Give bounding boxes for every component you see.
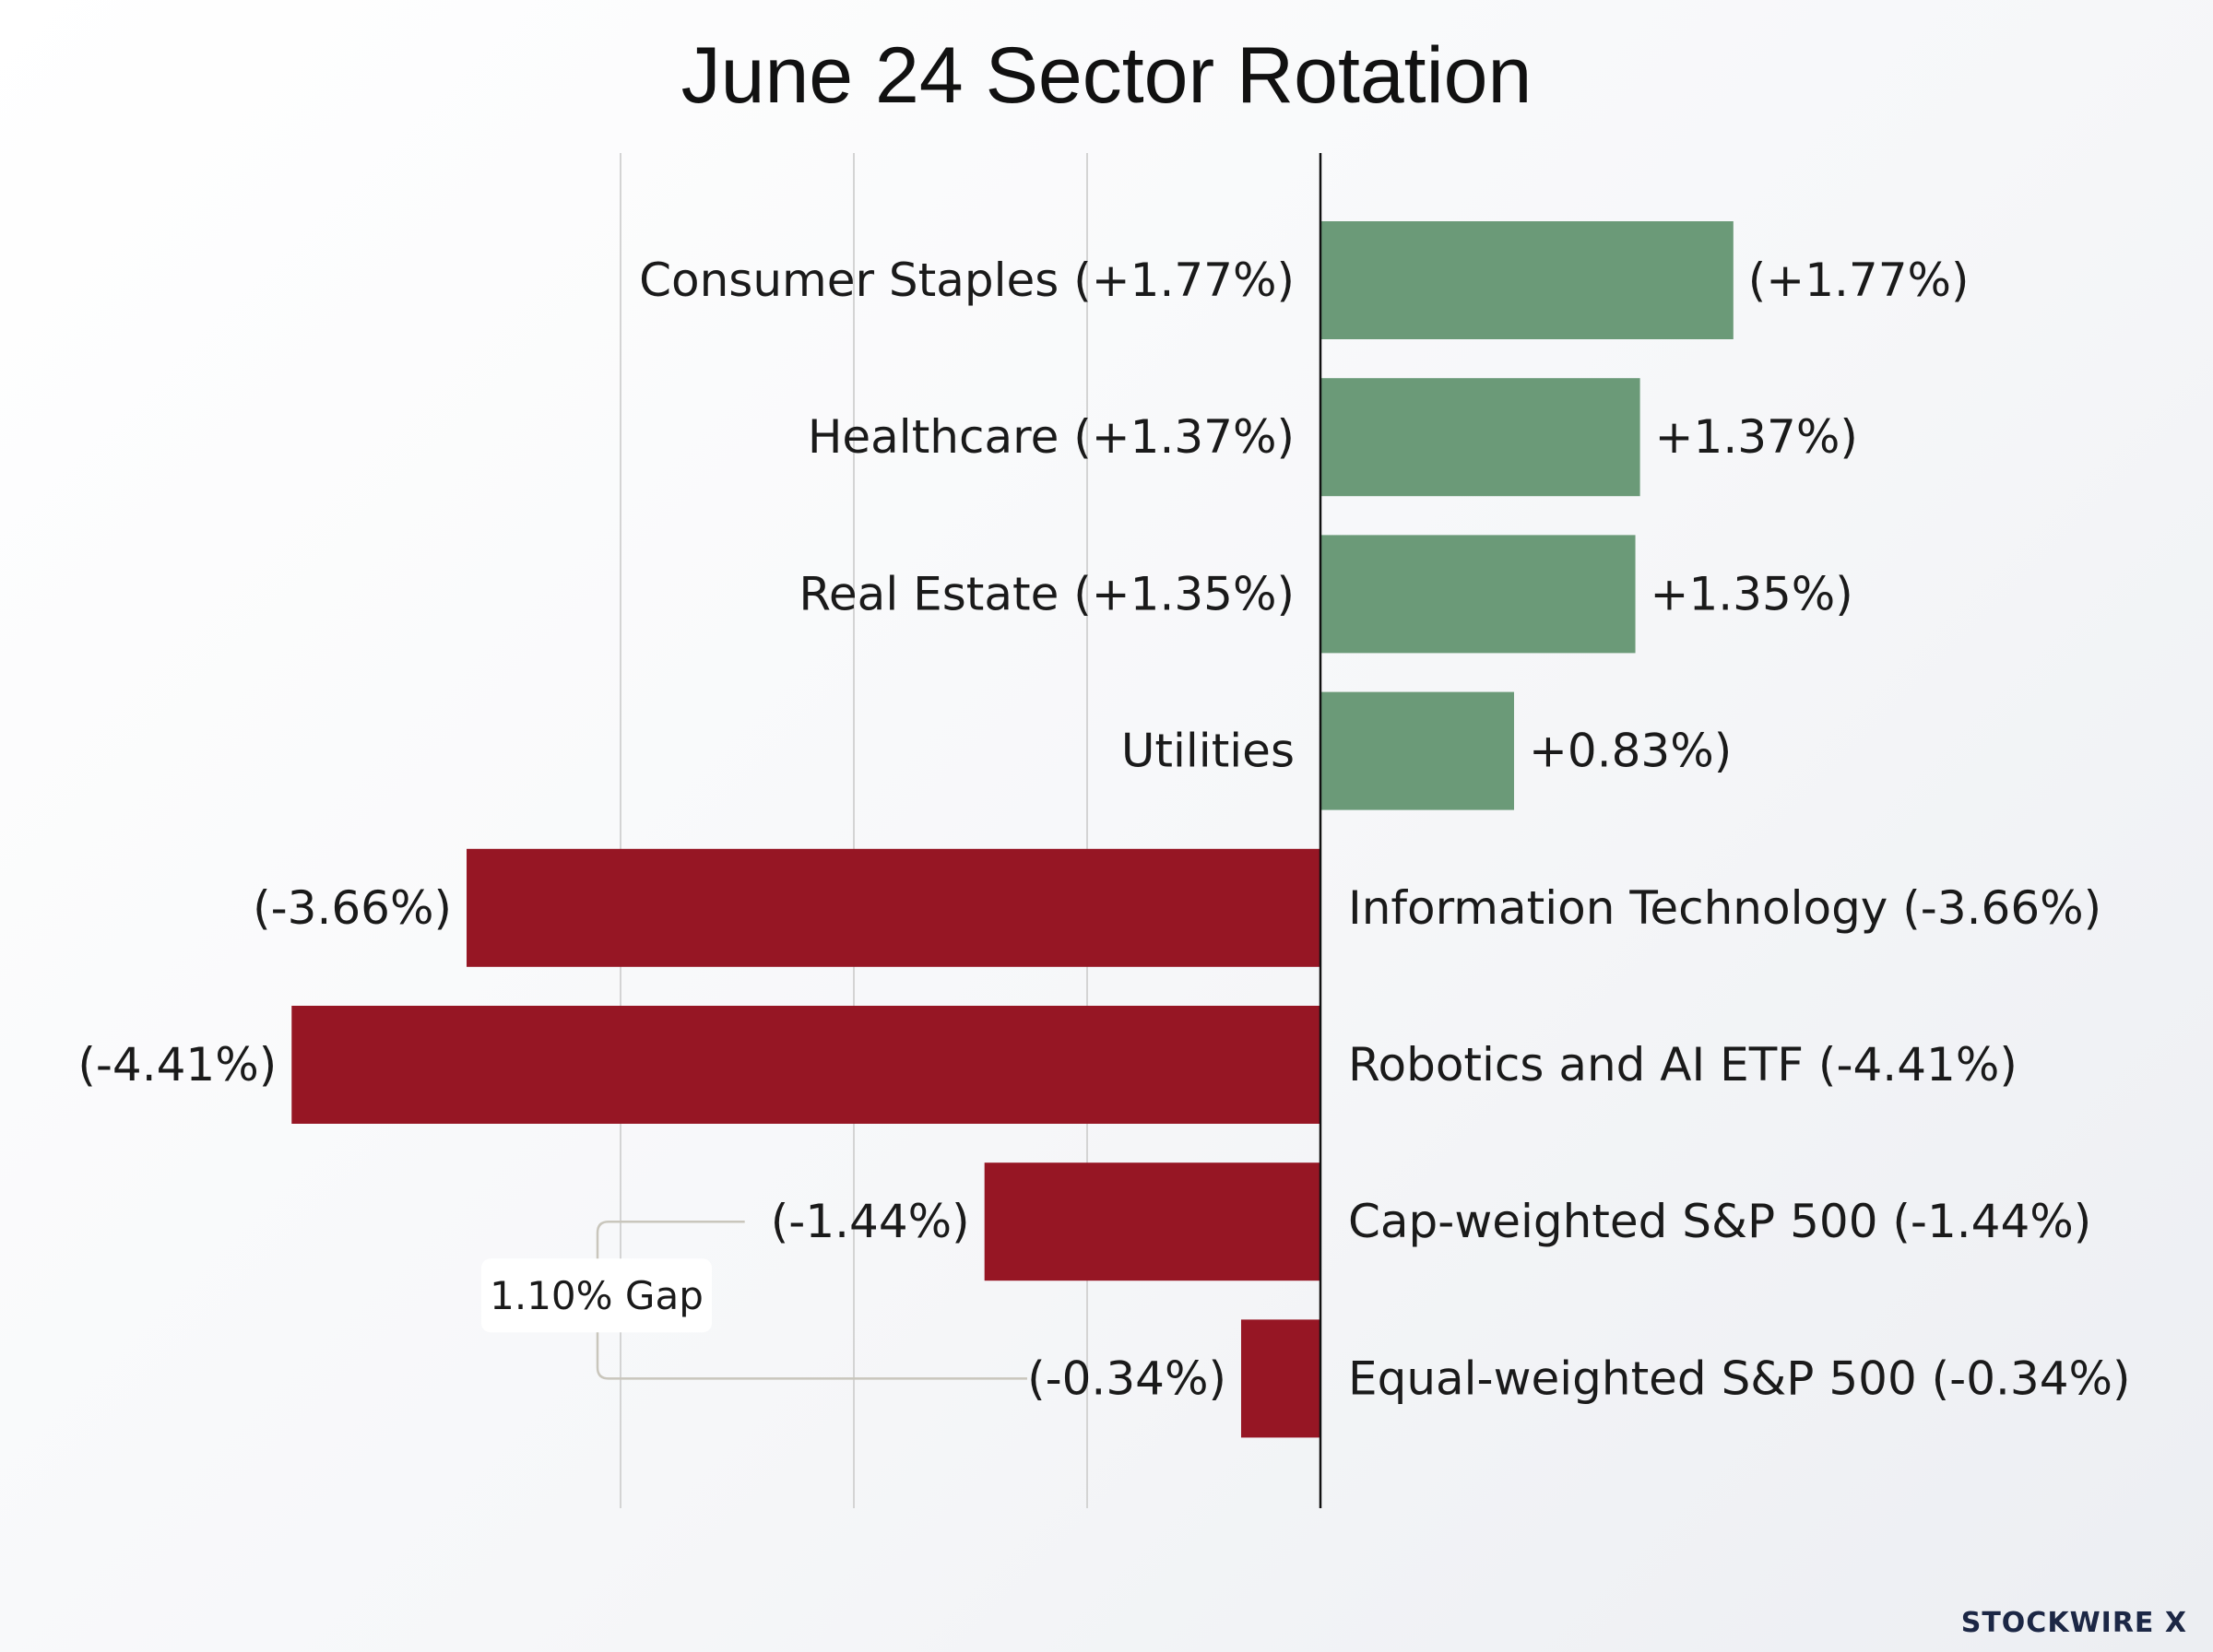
bar-6 <box>984 1162 1320 1281</box>
value-label-4: (-3.66%) <box>253 881 452 935</box>
bar-3 <box>1320 691 1514 810</box>
value-label-0: (+1.77%) <box>1748 254 1970 307</box>
bar-5 <box>291 1006 1320 1124</box>
value-label-6: (-1.44%) <box>771 1195 970 1248</box>
category-label-0: Consumer Staples (+1.77%) <box>639 254 1295 307</box>
value-label-5: (-4.41%) <box>77 1038 277 1092</box>
category-label-7: Equal-weighted S&P 500 (-0.34%) <box>1348 1351 2131 1405</box>
category-label-3: Utilities <box>1121 725 1295 778</box>
gap-label: 1.10% Gap <box>490 1273 704 1318</box>
brand-logo: STOCKWIRE X <box>1960 1607 2187 1639</box>
category-label-2: Real Estate (+1.35%) <box>799 567 1295 620</box>
category-label-4: Information Technology (-3.66%) <box>1348 881 2101 935</box>
bar-2 <box>1320 535 1636 654</box>
gap-label-box <box>481 1258 712 1333</box>
bar-0 <box>1320 221 1734 339</box>
labels: Consumer Staples (+1.77%) (+1.77%) Healthc… <box>77 254 2130 1405</box>
bar-1 <box>1320 378 1640 497</box>
gap-annotation: 1.10% Gap <box>481 1220 1027 1380</box>
value-label-1: +1.37%) <box>1655 410 1858 464</box>
chart-title: June 24 Sector Rotation <box>680 31 1533 120</box>
bars <box>291 221 1734 1438</box>
bar-7 <box>1240 1319 1320 1438</box>
bar-4 <box>467 848 1320 967</box>
value-label-3: +0.83%) <box>1529 725 1732 778</box>
category-label-5: Robotics and AI ETF (-4.41%) <box>1348 1038 2018 1092</box>
category-label-6: Cap-weighted S&P 500 (-1.44%) <box>1348 1195 2091 1248</box>
value-label-7: (-0.34%) <box>1027 1351 1226 1405</box>
category-label-1: Healthcare (+1.37%) <box>808 410 1295 464</box>
value-label-2: +1.35%) <box>1651 567 1853 620</box>
